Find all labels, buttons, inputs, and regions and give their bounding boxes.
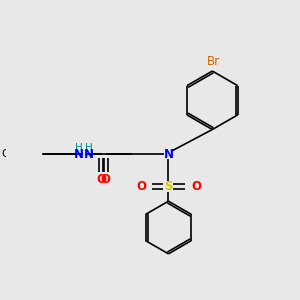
Text: N: N	[84, 148, 94, 161]
Text: H: H	[75, 143, 83, 153]
Text: N: N	[74, 148, 84, 161]
Text: CH₃: CH₃	[2, 149, 21, 159]
Text: O: O	[96, 173, 106, 186]
Text: O: O	[191, 180, 201, 193]
Text: N: N	[164, 148, 173, 161]
Text: Br: Br	[207, 55, 220, 68]
Text: O: O	[136, 180, 146, 193]
Text: H: H	[85, 143, 92, 153]
Text: S: S	[164, 180, 173, 193]
Text: O: O	[16, 148, 26, 161]
Text: O: O	[17, 148, 27, 161]
Text: O: O	[100, 173, 111, 186]
